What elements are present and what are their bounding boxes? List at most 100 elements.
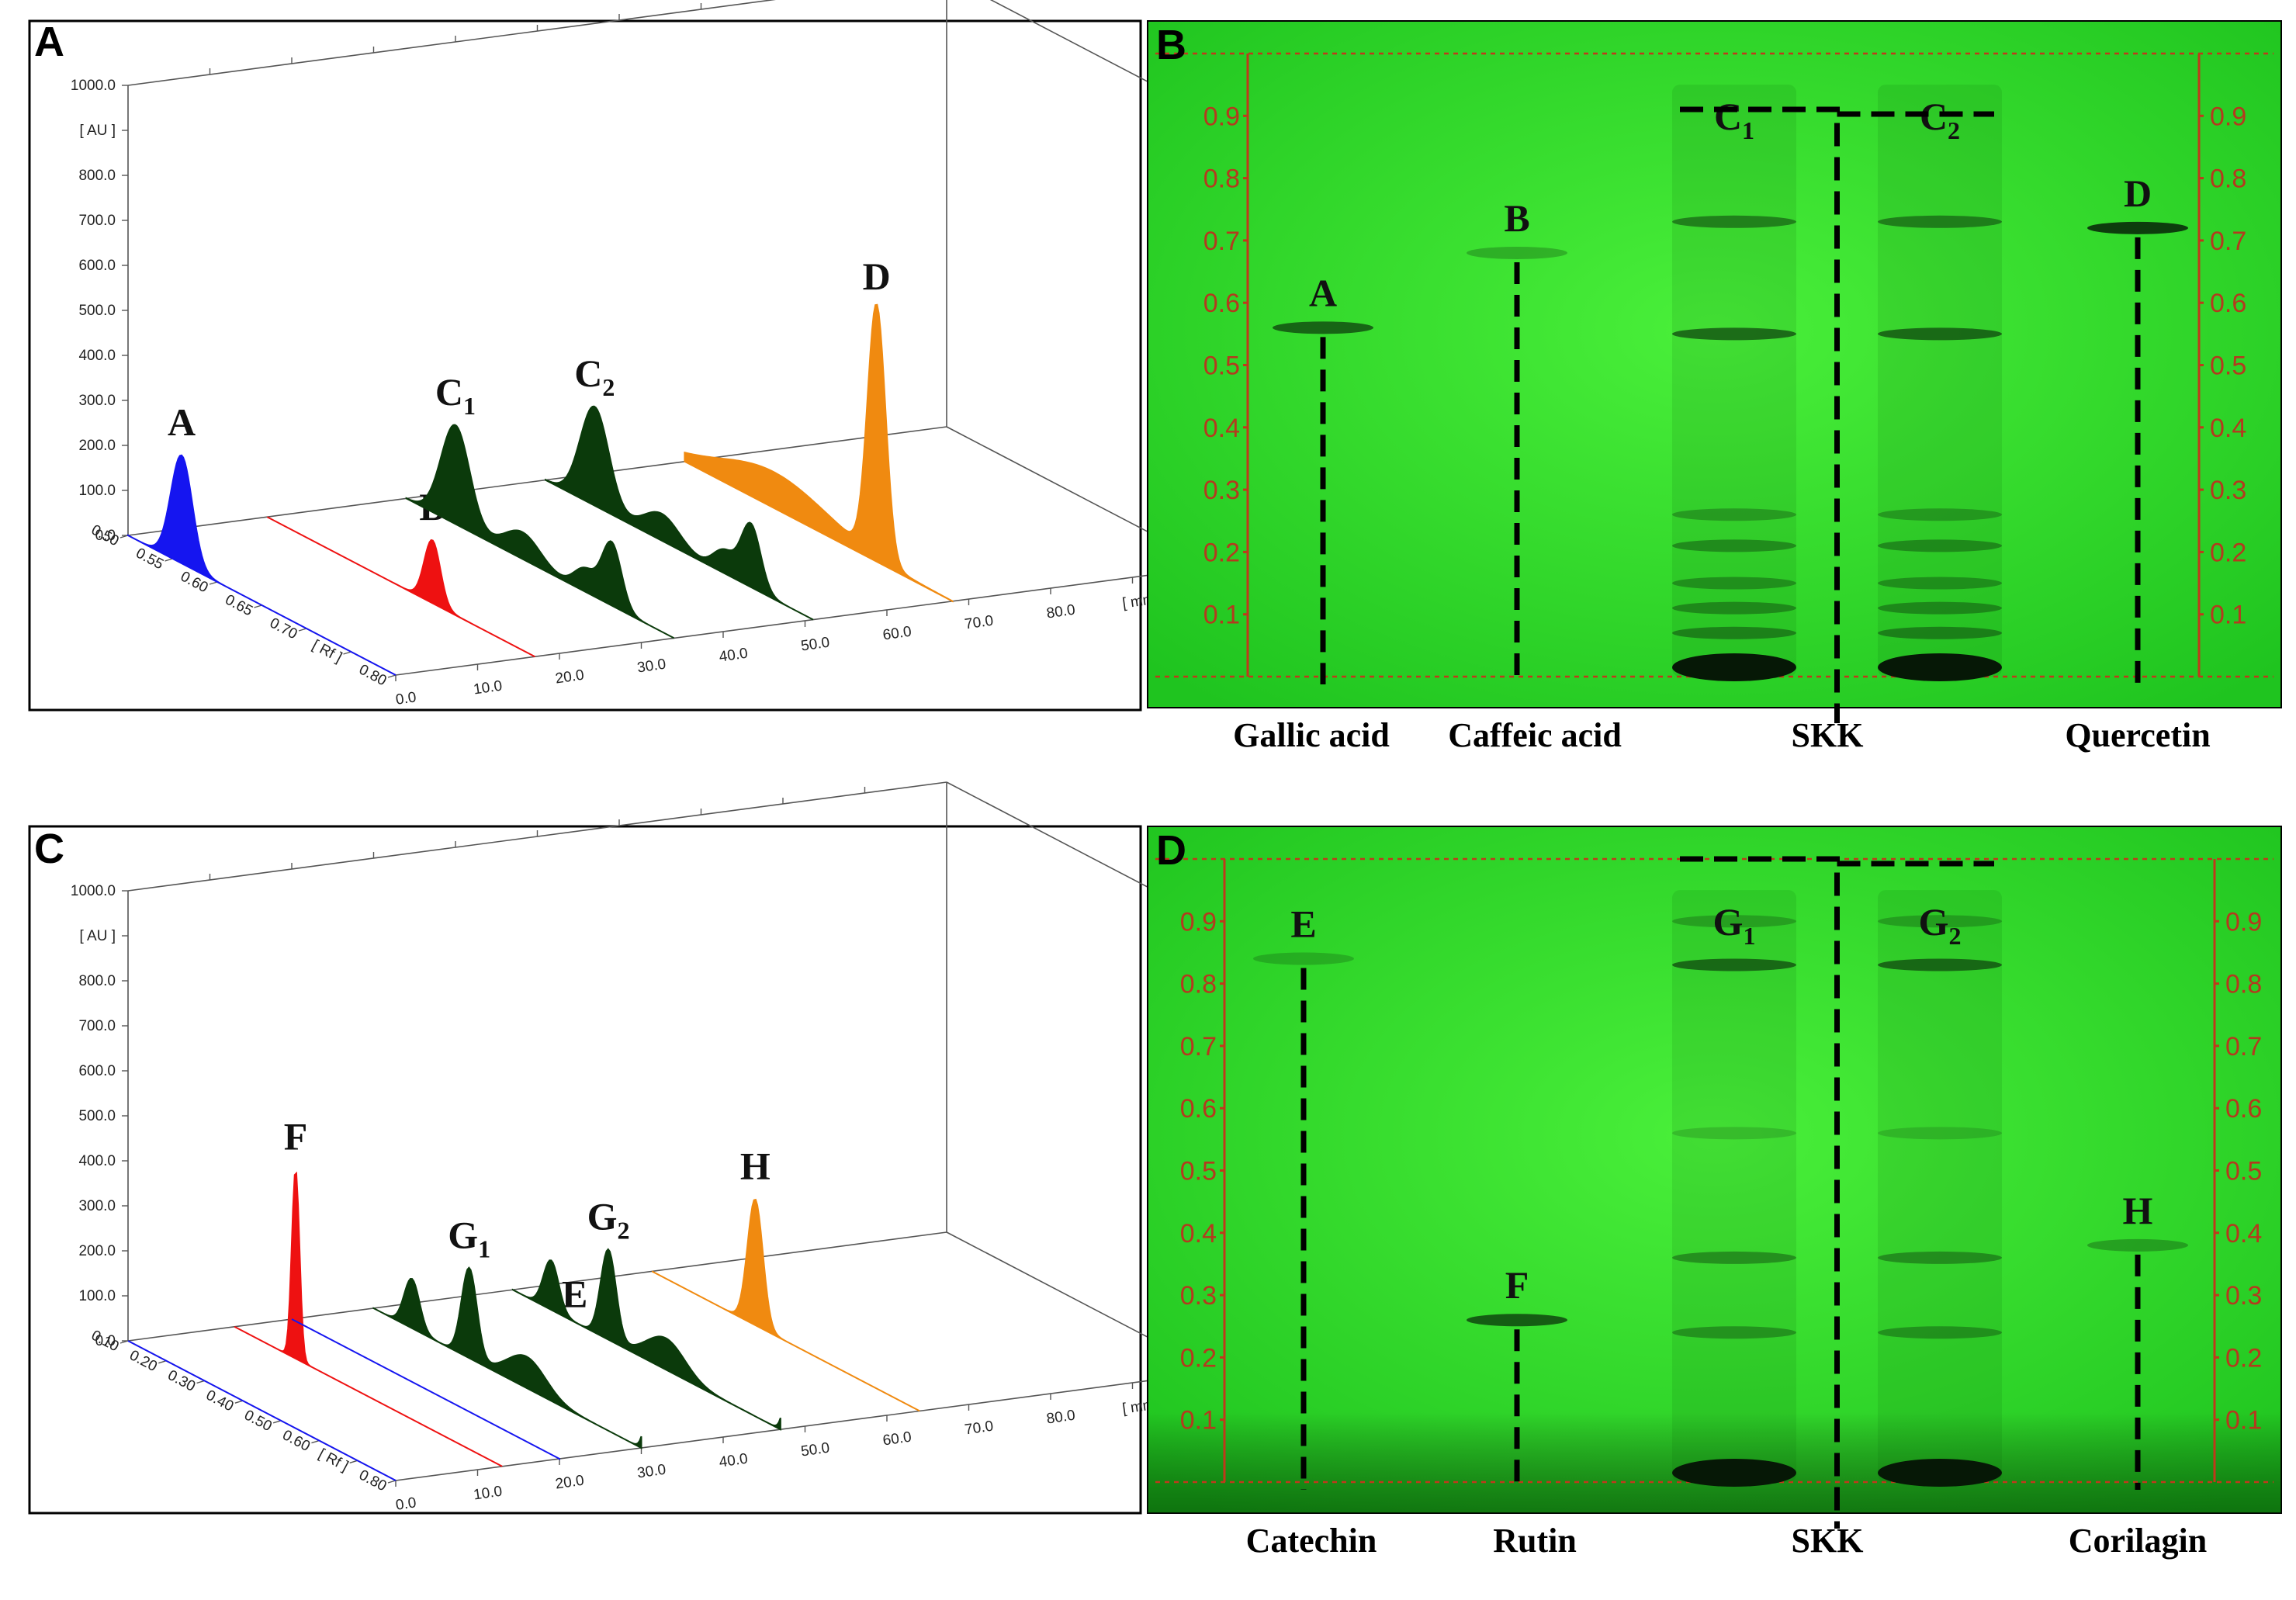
rf-tick-right: 0.8 — [2210, 165, 2246, 194]
mm-tick-label: 40.0 — [718, 646, 749, 666]
band — [2087, 1238, 2188, 1252]
rf-tick — [349, 1460, 358, 1463]
rf-tick-right: 0.1 — [2210, 601, 2246, 630]
band — [1672, 577, 1796, 590]
peak-label-C1-letter: C — [435, 370, 463, 414]
mm-tick-label: 20.0 — [554, 667, 585, 687]
rf-tick-left: 0.4 — [1203, 414, 1240, 443]
band-label-C2-subscript: 2 — [1948, 116, 1960, 144]
band-label-G1-letter: G — [1713, 900, 1744, 944]
band — [1878, 508, 2002, 521]
y-tick-label: 500.0 — [78, 1108, 116, 1124]
lane-caption: Gallic acid — [1233, 716, 1390, 754]
band — [1672, 653, 1796, 681]
lane-caption: Caffeic acid — [1448, 716, 1622, 754]
rf-tick — [387, 674, 397, 678]
y-tick-label: 600.0 — [78, 1063, 116, 1079]
panel-letter-a: A — [34, 19, 64, 65]
y-tick-label: 500.0 — [78, 303, 116, 319]
panel-b-tlc-plate: 0.9 0.9 0.8 0.8 0.7 0.7 0.6 0.6 0.5 0.5 0.4 0.4 0.3 0… — [1147, 20, 2282, 723]
panel-letter-d: D — [1156, 827, 1186, 874]
rf-tick — [234, 1400, 244, 1404]
y-tick-label: 100.0 — [78, 1288, 116, 1304]
band-label-G1-subscript: 1 — [1743, 922, 1755, 950]
y-tick-label: 700.0 — [78, 213, 116, 229]
peak-label-G2-subscript: 2 — [618, 1216, 630, 1244]
band-label-G1: G1 — [1713, 900, 1756, 950]
y-tick-label: 200.0 — [78, 438, 116, 454]
peak-label-C2-letter: C — [574, 352, 602, 395]
rf-tick-right: 0.4 — [2210, 414, 2246, 443]
lane-caption: Rutin — [1493, 1522, 1577, 1560]
band — [1878, 915, 2002, 928]
lane-caption: Corilagin — [2069, 1522, 2207, 1560]
rf-tick-left: 0.5 — [1180, 1157, 1217, 1186]
band-label-G2-letter: G — [1919, 900, 1949, 944]
rf-tick-right: 0.2 — [2210, 538, 2246, 567]
band-label-F-letter: F — [1505, 1263, 1529, 1307]
lane-caption: Quercetin — [2065, 716, 2210, 754]
lane-smear — [1878, 85, 2002, 677]
y-tick-label: 300.0 — [78, 393, 116, 409]
trace-G1 — [372, 1266, 642, 1449]
band — [1878, 1251, 2002, 1264]
rf-tick-right: 0.6 — [2210, 289, 2246, 318]
trace-F — [234, 1171, 503, 1467]
band — [1672, 958, 1796, 971]
peak-label-G1: G1 — [448, 1213, 490, 1262]
trace-A — [127, 454, 397, 676]
band — [1878, 1326, 2002, 1339]
plate-d-content: 0.9 0.9 0.8 0.8 0.7 0.7 0.6 0.6 0.5 0.5 0.4 0.4 0.3 0… — [1155, 856, 2273, 1529]
band-label-C1-letter: C — [1714, 95, 1742, 138]
y-tick-label: [ AU ] — [80, 123, 116, 139]
rf-tick-left: 0.7 — [1203, 227, 1240, 256]
mm-tick-label: 70.0 — [964, 1418, 995, 1439]
band-label-B-letter: B — [1504, 196, 1529, 240]
band — [1878, 1458, 2002, 1487]
band — [1878, 1127, 2002, 1140]
band — [1878, 577, 2002, 590]
rf-tick-left: 0.9 — [1203, 102, 1240, 131]
band-label-H-letter: H — [2123, 1189, 2153, 1232]
panel-c-densitogram: C 1000.0 [ AU ] 800.0 700.0 600.0 500.0 400.0 3… — [28, 781, 1270, 1515]
y-tick-label: 600.0 — [78, 258, 116, 274]
rf-tick-left: 0.5 — [1203, 352, 1240, 381]
rf-tick — [343, 651, 351, 655]
rf-tick-left: 0.6 — [1203, 289, 1240, 318]
trace-C1 — [405, 424, 675, 639]
mm-tick-label: 30.0 — [636, 656, 667, 677]
band — [1672, 1326, 1796, 1339]
band-label-B: B — [1504, 196, 1529, 240]
y-tick-label: 0.0 — [95, 528, 116, 544]
lane-smear — [1672, 890, 1796, 1482]
y-tick-label: 100.0 — [78, 483, 116, 499]
skk-bracket — [1680, 106, 1840, 723]
rf-tick — [254, 604, 262, 608]
band-label-E: E — [1290, 902, 1316, 945]
band-label-C1: C1 — [1714, 95, 1754, 144]
band-label-G2: G2 — [1919, 900, 1962, 950]
rf-tick-left: 0.8 — [1203, 165, 1240, 194]
rf-tick — [119, 535, 129, 539]
band — [1273, 321, 1373, 334]
rf-tick-left: 0.2 — [1203, 538, 1240, 567]
mm-tick-label: 60.0 — [881, 624, 913, 644]
peak-label-C2: C2 — [574, 352, 615, 401]
trace-B — [266, 516, 535, 658]
y-tick-label: 700.0 — [78, 1018, 116, 1034]
mm-tick-label: 30.0 — [636, 1462, 667, 1482]
peak-label-F-letter: F — [284, 1114, 308, 1158]
trace-blank — [127, 1340, 397, 1481]
peak-label-H: H — [740, 1144, 771, 1187]
band — [1878, 958, 2002, 971]
band — [1672, 539, 1796, 552]
trace-E — [291, 1318, 560, 1460]
rf-tick — [158, 1360, 167, 1364]
band — [1878, 327, 2002, 341]
mm-tick-label: 10.0 — [473, 678, 504, 698]
trace-G2 — [511, 1248, 781, 1431]
mm-tick-label: 0.0 — [395, 689, 417, 708]
peak-label-G1-subscript: 1 — [478, 1235, 490, 1262]
mm-tick-label: 70.0 — [964, 613, 995, 633]
skk-bracket — [1680, 856, 1840, 1529]
